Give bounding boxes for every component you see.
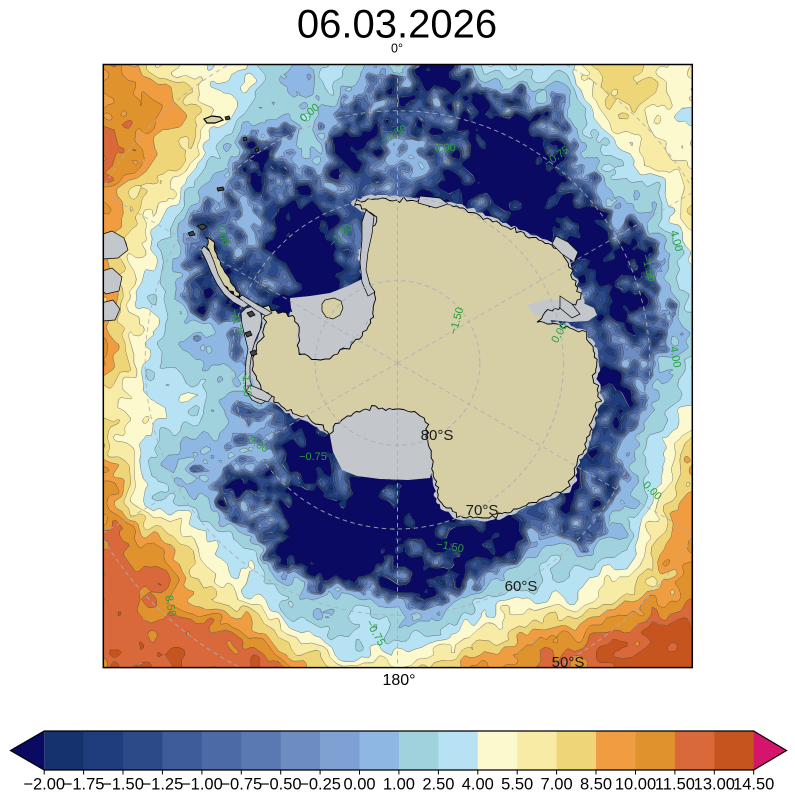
svg-text:−1.25: −1.25	[142, 776, 184, 794]
svg-text:−1.50: −1.50	[102, 776, 144, 794]
svg-text:−2.00: −2.00	[23, 776, 65, 794]
svg-text:10.00: 10.00	[615, 776, 656, 794]
svg-text:−1.00: −1.00	[181, 776, 223, 794]
svg-text:7.00: 7.00	[541, 776, 573, 794]
svg-text:8.50: 8.50	[162, 594, 178, 617]
svg-text:4.00: 4.00	[462, 776, 494, 794]
svg-text:−0.75: −0.75	[228, 308, 245, 338]
svg-text:−0.25: −0.25	[299, 776, 341, 794]
svg-text:−0.50: −0.50	[260, 776, 302, 794]
svg-text:60°S: 60°S	[505, 578, 538, 595]
svg-text:1.00: 1.00	[383, 776, 415, 794]
svg-text:80°S: 80°S	[421, 427, 454, 444]
svg-text:−0.75: −0.75	[220, 776, 262, 794]
svg-text:0.00: 0.00	[343, 776, 375, 794]
svg-text:13.00: 13.00	[694, 776, 735, 794]
svg-text:70°S: 70°S	[466, 502, 499, 519]
svg-text:0.00: 0.00	[434, 142, 455, 154]
svg-text:0°: 0°	[391, 42, 403, 56]
svg-text:5.50: 5.50	[501, 776, 533, 794]
svg-text:06.03.2026: 06.03.2026	[297, 3, 497, 47]
svg-text:180°: 180°	[382, 672, 415, 689]
svg-text:8.50: 8.50	[580, 776, 612, 794]
svg-text:−1.75: −1.75	[63, 776, 105, 794]
svg-text:−1.50: −1.50	[435, 539, 465, 556]
svg-text:4.00: 4.00	[668, 229, 685, 253]
svg-text:4.00: 4.00	[667, 345, 683, 368]
svg-text:2.50: 2.50	[422, 776, 454, 794]
svg-text:11.50: 11.50	[655, 776, 695, 794]
svg-text:14.50: 14.50	[733, 776, 774, 794]
svg-text:50°S: 50°S	[552, 654, 585, 671]
svg-text:−0.75: −0.75	[299, 451, 327, 463]
svg-text:0.00: 0.00	[215, 223, 232, 247]
svg-text:−1.50: −1.50	[239, 369, 253, 398]
